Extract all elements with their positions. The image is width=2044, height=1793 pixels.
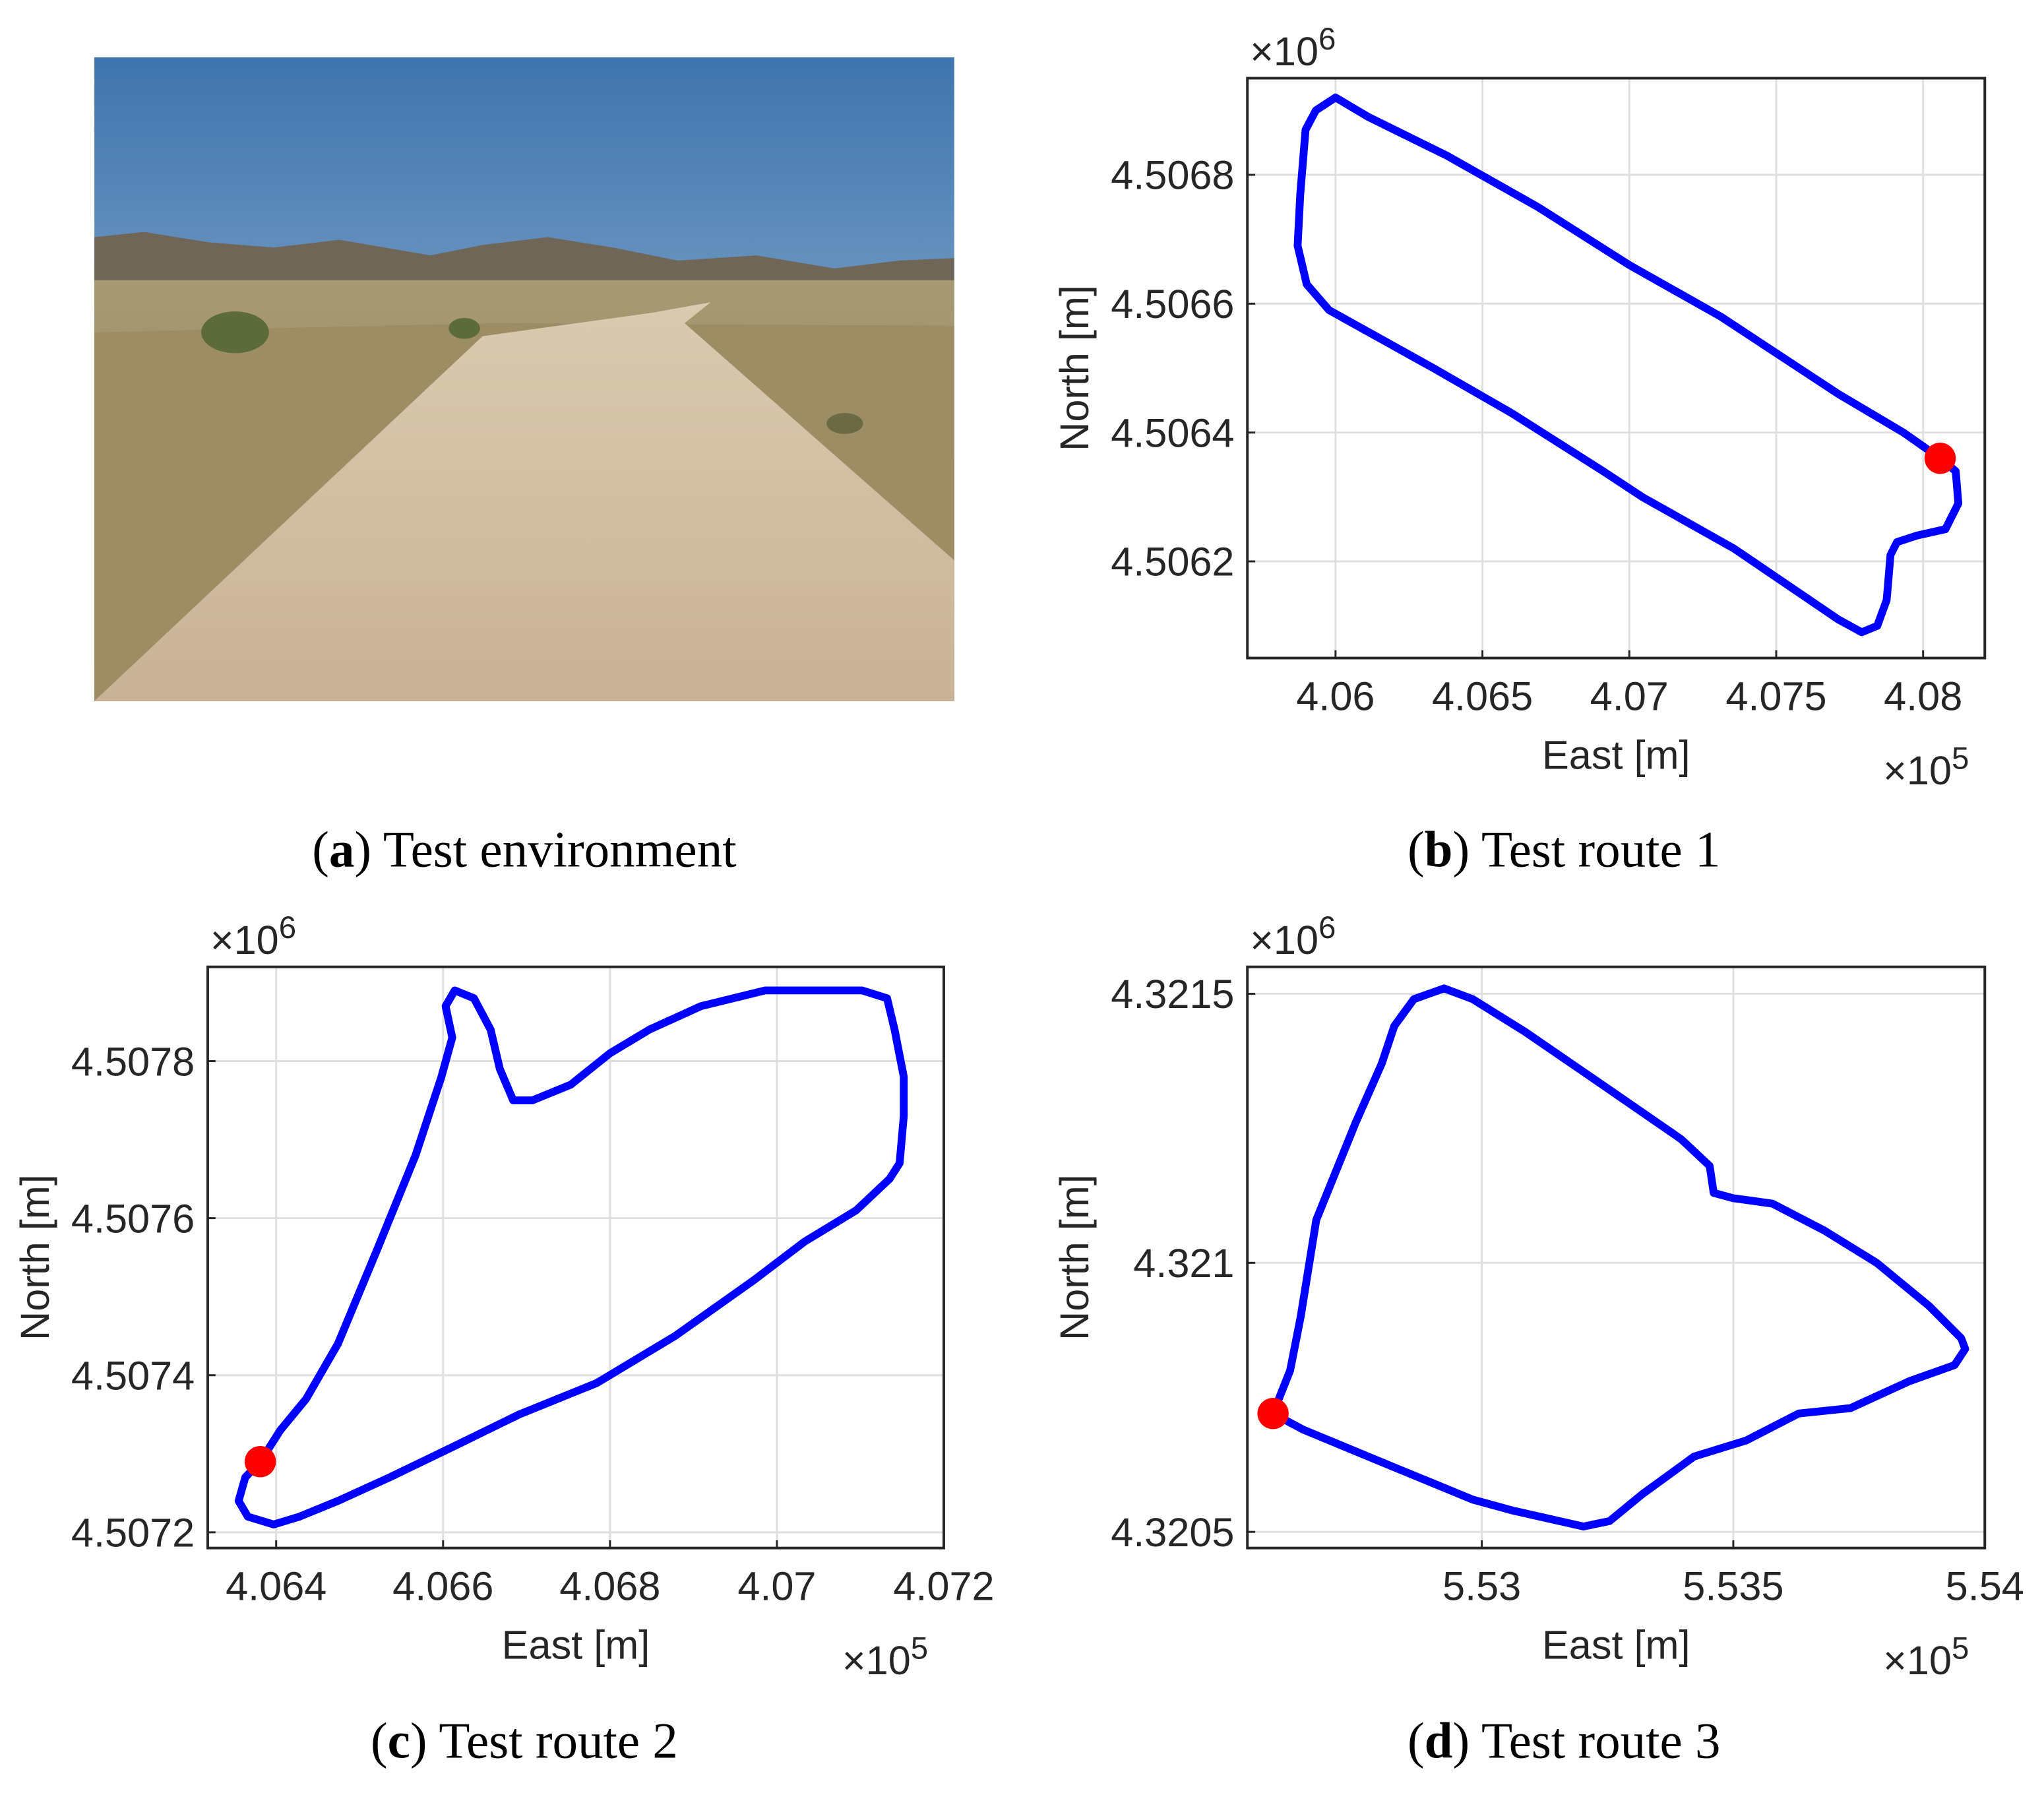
- caption-label: d: [1425, 1713, 1453, 1769]
- multiplier-base: ×10: [210, 918, 279, 962]
- multiplier-exponent: 5: [911, 1631, 928, 1666]
- multiplier-base: ×10: [1250, 918, 1318, 962]
- caption-part: (: [1408, 1713, 1425, 1769]
- caption-part: ) Test route 1: [1452, 821, 1720, 878]
- route-line: [1293, 93, 1963, 637]
- x-tick-label: 4.06: [1296, 674, 1375, 719]
- multiplier-base: ×10: [842, 1638, 911, 1683]
- x-tick-label: 4.068: [559, 1564, 660, 1609]
- route-line: [1269, 984, 1969, 1530]
- x-axis-label: East [m]: [502, 1623, 650, 1668]
- start-point: [244, 1445, 276, 1478]
- caption-part: (: [312, 821, 329, 878]
- x-multiplier: ×105: [1883, 741, 1969, 793]
- y-tick-label: 4.5066: [1111, 282, 1234, 327]
- multiplier-exponent: 5: [1952, 741, 1969, 776]
- y-tick-label: 4.5078: [71, 1039, 195, 1084]
- chart-caption: (c) Test route 2: [371, 1713, 678, 1769]
- plot-frame: [206, 965, 945, 1550]
- x-tick-label: 4.07: [737, 1564, 816, 1609]
- caption-part: ) Test route 2: [410, 1713, 678, 1769]
- x-tick-label: 4.075: [1725, 674, 1826, 719]
- caption-part: (: [371, 1713, 388, 1769]
- multiplier-exponent: 6: [1318, 910, 1336, 945]
- caption-part: ) Test route 3: [1452, 1713, 1720, 1769]
- x-multiplier: ×105: [842, 1631, 928, 1683]
- y-multiplier: ×106: [1250, 910, 1336, 962]
- y-axis-label: North [m]: [13, 1174, 57, 1340]
- y-tick-label: 4.3215: [1111, 972, 1234, 1017]
- x-tick-label: 4.066: [392, 1564, 493, 1609]
- caption-part: (: [1408, 821, 1425, 878]
- y-multiplier: ×106: [210, 910, 296, 962]
- y-tick-label: 4.5062: [1111, 540, 1234, 584]
- y-tick-label: 4.5076: [71, 1196, 195, 1241]
- multiplier-exponent: 6: [279, 910, 296, 945]
- y-axis-label: North [m]: [1052, 1174, 1097, 1340]
- y-multiplier: ×106: [1250, 22, 1336, 74]
- multiplier-exponent: 6: [1318, 22, 1336, 57]
- y-tick-label: 4.5072: [71, 1511, 195, 1556]
- multiplier-base: ×10: [1883, 1638, 1952, 1683]
- x-tick-label: 5.535: [1683, 1564, 1783, 1609]
- x-tick-label: 4.064: [226, 1564, 326, 1609]
- start-point: [1924, 443, 1956, 474]
- chart: 4.064 4.066 4.068 4.07 4.072 4.5072 4.5074 4.50…: [13, 910, 995, 1769]
- caption-part: ) Test environment: [354, 821, 736, 878]
- x-tick-label: 4.065: [1432, 674, 1533, 719]
- x-tick-label: 4.072: [893, 1564, 994, 1609]
- chart: 5.53 5.535 5.54 4.3205 4.321 4.3215 East [m] No…: [1052, 910, 2024, 1769]
- y-tick-label: 4.5068: [1111, 153, 1234, 198]
- y-tick-label: 4.5064: [1111, 410, 1234, 455]
- chart: 4.06 4.065 4.07 4.075 4.08 4.5062 4.5064 4.5066…: [1052, 22, 1987, 878]
- y-tick-label: 4.3205: [1111, 1510, 1234, 1555]
- plot-frame: [1246, 965, 1987, 1550]
- chart-caption: (b) Test route 1: [1408, 821, 1721, 878]
- x-axis-label: East [m]: [1542, 1623, 1690, 1668]
- x-tick-label: 5.54: [1946, 1564, 2024, 1609]
- multiplier-base: ×10: [1883, 748, 1952, 793]
- y-axis-label: North [m]: [1052, 285, 1097, 451]
- multiplier-exponent: 5: [1952, 1631, 1969, 1666]
- caption-label: a: [329, 821, 355, 878]
- caption-label: c: [388, 1713, 410, 1769]
- plot-area: [1247, 78, 1985, 658]
- photo-caption: (a) Test environment: [312, 821, 736, 878]
- multiplier-base: ×10: [1250, 29, 1318, 74]
- start-point: [1257, 1398, 1289, 1430]
- y-tick-label: 4.5074: [71, 1353, 195, 1398]
- x-tick-label: 4.07: [1590, 674, 1669, 719]
- y-tick-label: 4.321: [1133, 1241, 1234, 1286]
- caption-label: b: [1425, 821, 1453, 878]
- photo: [94, 57, 954, 701]
- chart-caption: (d) Test route 3: [1408, 1713, 1721, 1769]
- x-tick-label: 4.08: [1884, 674, 1962, 719]
- x-axis-label: East [m]: [1542, 732, 1690, 777]
- x-multiplier: ×105: [1883, 1631, 1969, 1683]
- plot-area: [207, 966, 944, 1548]
- x-tick-label: 5.53: [1442, 1564, 1521, 1609]
- plot-frame: [1246, 77, 1987, 660]
- route-line: [234, 986, 908, 1528]
